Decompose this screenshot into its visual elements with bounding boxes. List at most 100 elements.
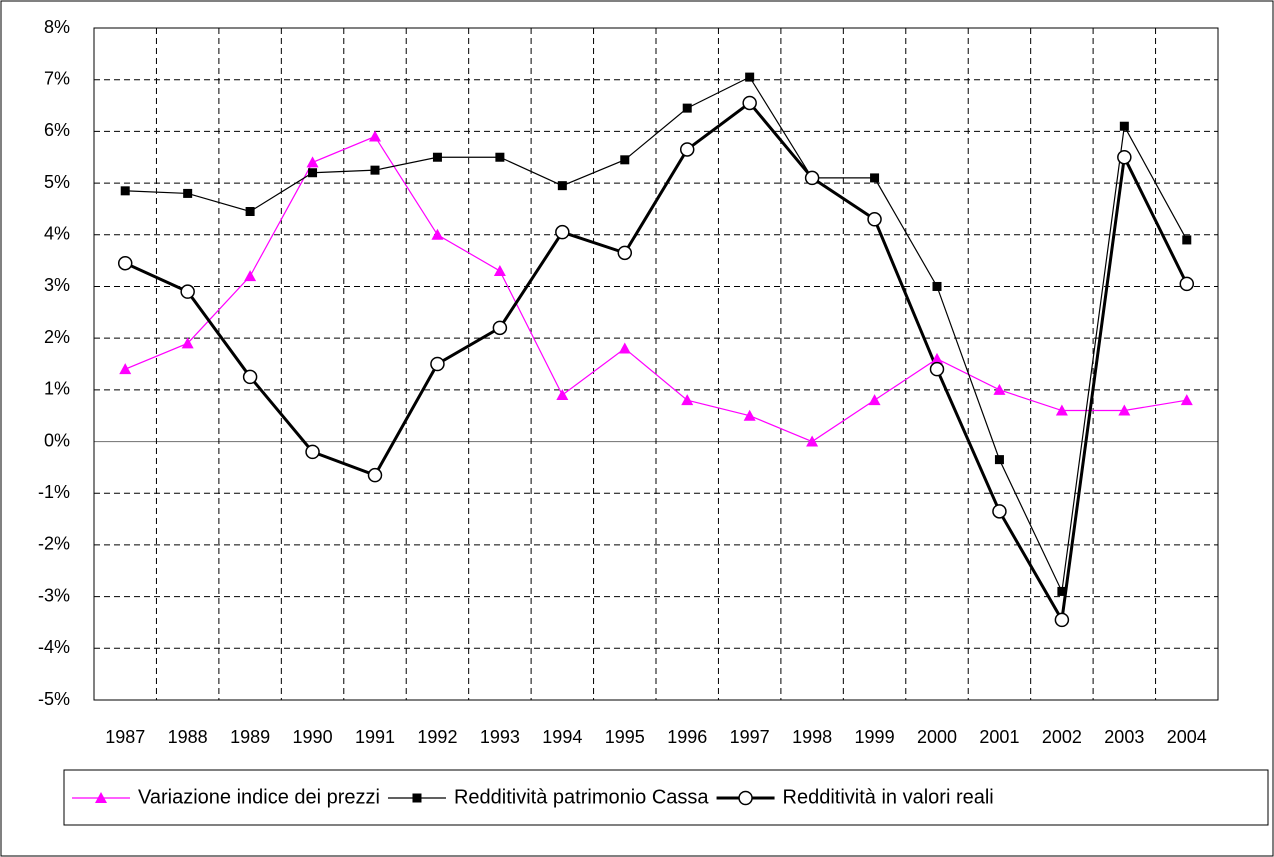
x-tick-label: 1996 xyxy=(667,727,707,747)
y-tick-label: 1% xyxy=(44,379,70,399)
square-marker xyxy=(994,455,1004,465)
triangle-marker xyxy=(681,394,694,406)
square-marker xyxy=(1119,121,1129,131)
triangle-marker xyxy=(618,342,631,354)
triangle-marker xyxy=(1180,394,1193,406)
circle-marker xyxy=(367,467,383,483)
circle-marker xyxy=(492,320,508,336)
legend-box xyxy=(63,769,1269,826)
triangle-marker xyxy=(931,352,943,364)
x-tick-label: 2003 xyxy=(1104,727,1144,747)
x-tick-label: 1999 xyxy=(855,727,895,747)
square-marker xyxy=(745,72,755,82)
x-tick-label: 1997 xyxy=(730,727,770,747)
x-tick-label: 1993 xyxy=(480,727,520,747)
circle-marker xyxy=(242,369,258,385)
y-tick-label: -5% xyxy=(38,689,70,709)
square-marker xyxy=(245,207,255,217)
legend-label: Redditività patrimonio Cassa xyxy=(454,786,709,808)
y-tick-label: 8% xyxy=(44,17,70,37)
x-tick-label: 1994 xyxy=(542,727,582,747)
x-tick-label: 1987 xyxy=(105,727,145,747)
y-tick-label: 2% xyxy=(44,327,70,347)
legend: Variazione indice dei prezzi Redditività … xyxy=(63,769,1269,826)
square-marker xyxy=(120,186,130,196)
y-tick-label: 7% xyxy=(44,68,70,88)
triangle-marker xyxy=(306,156,319,168)
triangle-marker xyxy=(556,389,569,401)
y-tick-label: 5% xyxy=(44,172,70,192)
y-tick-label: -1% xyxy=(38,482,70,502)
square-marker xyxy=(370,165,380,175)
square-marker xyxy=(870,173,880,183)
circle-marker xyxy=(555,224,570,240)
square-marker xyxy=(682,103,692,113)
circle-marker xyxy=(738,790,753,806)
triangle-marker xyxy=(493,264,506,276)
square-marker xyxy=(1057,586,1067,596)
circle-marker xyxy=(1054,612,1070,628)
x-tick-label: 1992 xyxy=(417,727,457,747)
x-tick-label: 2000 xyxy=(917,727,957,747)
y-tick-label: 0% xyxy=(44,430,70,450)
circle-marker xyxy=(1179,276,1195,292)
x-tick-label: 1995 xyxy=(605,727,645,747)
square-marker xyxy=(183,188,193,198)
circle-marker xyxy=(679,142,695,157)
y-tick-label: 4% xyxy=(44,224,70,244)
triangle-marker xyxy=(1118,404,1131,416)
triangle-marker xyxy=(119,363,132,375)
square-marker xyxy=(308,168,318,178)
legend-label: Redditività in valori reali xyxy=(783,786,994,808)
series-line xyxy=(124,135,1187,443)
circle-marker xyxy=(430,356,445,372)
series-line xyxy=(125,76,1188,594)
square-marker xyxy=(495,152,505,162)
circle-marker xyxy=(180,284,195,299)
square-marker xyxy=(412,793,422,803)
square-marker xyxy=(620,155,630,165)
y-tick-label: -2% xyxy=(38,534,70,554)
triangle-marker xyxy=(431,228,444,240)
x-tick-label: 1988 xyxy=(168,727,208,747)
circle-marker xyxy=(804,170,820,186)
x-tick-label: 1990 xyxy=(293,727,333,747)
x-tick-label: 1991 xyxy=(355,727,395,747)
circle-marker xyxy=(617,245,633,261)
square-marker xyxy=(932,281,942,291)
square-marker xyxy=(557,181,567,191)
triangle-marker xyxy=(181,337,194,349)
triangle-marker xyxy=(95,792,107,803)
triangle-marker xyxy=(244,270,257,282)
circle-marker xyxy=(867,212,882,227)
circle-marker xyxy=(992,504,1007,519)
y-tick-label: -4% xyxy=(38,637,70,657)
triangle-marker xyxy=(743,409,756,421)
triangle-marker xyxy=(806,435,819,447)
plot-border xyxy=(93,27,1219,701)
circle-marker xyxy=(305,444,320,460)
legend-label: Variazione indice dei prezzi xyxy=(138,786,380,808)
triangle-marker xyxy=(868,394,881,406)
x-tick-label: 2001 xyxy=(979,727,1019,747)
y-tick-label: 6% xyxy=(44,120,70,140)
x-tick-label: 1989 xyxy=(230,727,270,747)
circle-marker xyxy=(929,361,945,377)
circle-marker xyxy=(1117,149,1132,165)
triangle-marker xyxy=(993,383,1006,395)
x-tick-label: 2004 xyxy=(1167,727,1207,747)
y-tick-label: 3% xyxy=(44,275,70,295)
circle-marker xyxy=(742,95,757,111)
triangle-marker xyxy=(369,130,381,142)
square-marker xyxy=(432,152,442,162)
x-tick-label: 1998 xyxy=(792,727,832,747)
square-marker xyxy=(1182,235,1192,245)
y-tick-label: -3% xyxy=(38,585,70,605)
circle-marker xyxy=(117,255,133,271)
x-tick-label: 2002 xyxy=(1042,727,1082,747)
triangle-marker xyxy=(1055,404,1068,416)
series-line xyxy=(124,100,1189,625)
